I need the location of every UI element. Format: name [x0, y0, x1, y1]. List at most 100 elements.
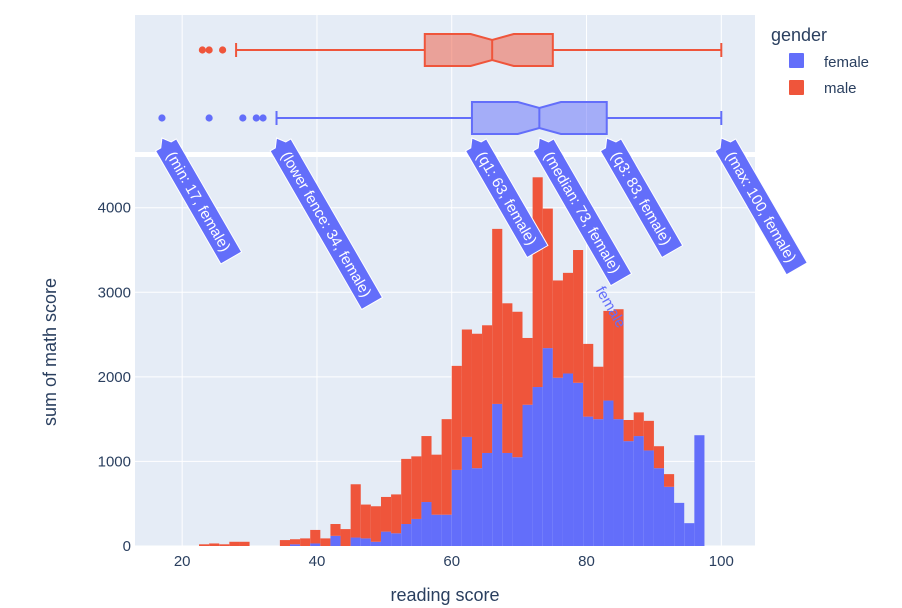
bar-male[interactable] — [370, 506, 381, 542]
bar-male[interactable] — [502, 303, 513, 453]
legend-item-female[interactable]: female — [789, 53, 869, 71]
bar-male[interactable] — [391, 494, 402, 534]
bar-female[interactable] — [471, 468, 483, 546]
bar-female[interactable] — [583, 416, 594, 546]
bar-female[interactable] — [421, 502, 432, 546]
bar-female[interactable] — [512, 457, 523, 546]
bar-female[interactable] — [623, 441, 634, 546]
bar-male[interactable] — [209, 543, 220, 546]
legend-title: gender — [771, 25, 827, 45]
bar-male[interactable] — [199, 544, 210, 546]
hover-label-box — [532, 137, 633, 287]
bar-male[interactable] — [279, 540, 290, 546]
bar-female[interactable] — [431, 514, 442, 546]
bar-female[interactable] — [522, 404, 533, 546]
bar-male[interactable] — [623, 419, 634, 442]
bar-male[interactable] — [643, 420, 654, 451]
bar-male[interactable] — [573, 250, 584, 383]
bar-male[interactable] — [633, 412, 644, 437]
bar-female[interactable] — [502, 452, 513, 546]
box-male[interactable] — [198, 33, 723, 67]
bar-female[interactable] — [482, 452, 493, 546]
bar-male[interactable] — [310, 529, 321, 544]
box-traces[interactable] — [158, 33, 723, 135]
x-tick-label: 80 — [578, 553, 595, 570]
bar-female[interactable] — [492, 403, 503, 546]
outlier-female — [239, 114, 247, 122]
bar-female[interactable] — [401, 524, 412, 546]
bar-female[interactable] — [653, 468, 665, 546]
bar-male[interactable] — [451, 365, 462, 470]
bar-female[interactable] — [380, 531, 392, 546]
bar-male[interactable] — [512, 311, 523, 458]
bar-female[interactable] — [613, 419, 624, 546]
bar-male[interactable] — [380, 496, 392, 532]
bar-male[interactable] — [532, 177, 543, 388]
bar-female[interactable] — [532, 387, 543, 546]
bar-male[interactable] — [653, 446, 665, 469]
x-axis-title: reading score — [390, 585, 499, 605]
bar-male[interactable] — [290, 539, 301, 545]
bar-male[interactable] — [229, 541, 240, 546]
x-tick-label: 40 — [309, 553, 326, 570]
bar-female[interactable] — [310, 543, 321, 546]
bar-female[interactable] — [542, 348, 553, 546]
bar-male[interactable] — [603, 310, 614, 401]
legend-label-female: female — [824, 54, 869, 71]
bar-male[interactable] — [471, 333, 483, 469]
bar-male[interactable] — [239, 541, 250, 546]
bar-male[interactable] — [360, 504, 371, 539]
bar-female[interactable] — [674, 502, 685, 546]
hover-label-box — [464, 137, 549, 259]
bar-female[interactable] — [633, 436, 644, 546]
bar-female[interactable] — [562, 373, 574, 546]
bar-female[interactable] — [441, 514, 452, 546]
bar-male[interactable] — [441, 419, 452, 515]
bar-male[interactable] — [583, 343, 594, 417]
bar-female[interactable] — [411, 518, 422, 546]
bar-male[interactable] — [461, 329, 472, 437]
bar-male[interactable] — [431, 454, 442, 515]
bar-male[interactable] — [613, 309, 624, 420]
bar-female[interactable] — [391, 533, 402, 546]
bar-male[interactable] — [562, 272, 574, 374]
box-female[interactable] — [158, 101, 723, 135]
histogram-bars[interactable] — [199, 177, 705, 546]
bar-male[interactable] — [522, 337, 533, 405]
y-tick-label: 2000 — [98, 369, 131, 386]
legend-item-male[interactable]: male — [789, 80, 857, 97]
bar-female[interactable] — [290, 544, 301, 546]
bar-male[interactable] — [552, 280, 563, 378]
bar-female[interactable] — [593, 419, 604, 546]
bar-male[interactable] — [219, 544, 230, 546]
bar-male[interactable] — [330, 524, 341, 536]
bar-female[interactable] — [451, 469, 462, 546]
bar-male[interactable] — [340, 529, 351, 546]
bar-female[interactable] — [573, 382, 584, 546]
bar-male[interactable] — [542, 208, 553, 349]
bar-female[interactable] — [350, 537, 361, 546]
bar-male[interactable] — [492, 228, 503, 404]
bar-female[interactable] — [330, 535, 341, 546]
bar-male[interactable] — [593, 366, 604, 420]
bar-male[interactable] — [320, 538, 331, 546]
bar-male[interactable] — [300, 538, 311, 546]
bar-female[interactable] — [360, 538, 371, 546]
bar-male[interactable] — [482, 325, 493, 453]
bar-female[interactable] — [370, 541, 381, 546]
bar-female[interactable] — [684, 523, 695, 546]
bar-female[interactable] — [664, 486, 675, 546]
bar-female[interactable] — [603, 400, 614, 546]
bar-female[interactable] — [461, 436, 472, 546]
bar-female[interactable] — [552, 377, 563, 546]
box-body-male — [423, 33, 554, 67]
bar-female[interactable] — [643, 450, 654, 546]
bar-male[interactable] — [350, 484, 361, 538]
bar-male[interactable] — [664, 474, 675, 487]
bar-male[interactable] — [421, 436, 432, 503]
bar-female[interactable] — [694, 435, 705, 546]
bar-male[interactable] — [401, 458, 412, 525]
bar-male[interactable] — [411, 456, 422, 519]
hover-label-box — [599, 137, 684, 259]
